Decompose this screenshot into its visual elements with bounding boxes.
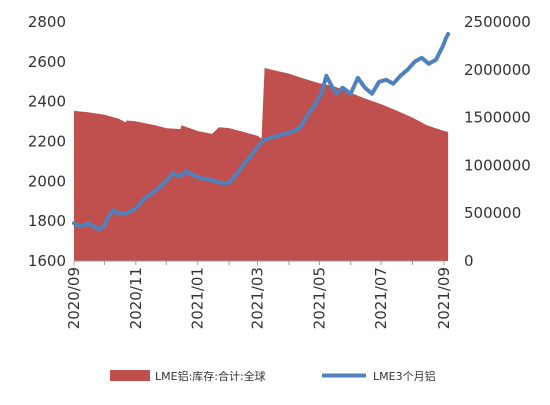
line-layer xyxy=(72,32,451,232)
y-left-tick-label: 2800 xyxy=(28,13,66,31)
y-left-tick-label: 2000 xyxy=(28,172,66,190)
y-right-tick-label: 1000000 xyxy=(464,156,531,174)
y-right-tick-label: 1500000 xyxy=(464,109,531,127)
y-right-tick-label: 2000000 xyxy=(464,61,531,79)
y-left-tick-label: 2200 xyxy=(28,133,66,151)
x-tick-label: 2020/09 xyxy=(65,267,83,329)
y-left-tick-label: 2600 xyxy=(28,53,66,71)
x-tick-label: 2021/01 xyxy=(189,267,207,329)
x-tick-label: 2020/11 xyxy=(127,267,145,329)
legend: LME铝:库存:合计:全球 LME3个月铝 xyxy=(110,369,436,383)
y-right-tick-label: 500000 xyxy=(464,204,521,222)
y-left-tick-label: 1600 xyxy=(28,252,66,270)
x-tick-label: 2021/07 xyxy=(372,267,390,329)
legend-swatch-stock xyxy=(110,370,150,381)
y-right-tick-label: 2500000 xyxy=(464,13,531,31)
y-left-tick-label: 1800 xyxy=(28,212,66,230)
legend-label-stock: LME铝:库存:合计:全球 xyxy=(155,369,266,383)
x-tick-label: 2021/09 xyxy=(435,267,453,329)
line-series-price xyxy=(72,32,451,232)
area-series-stock xyxy=(74,67,449,262)
axes-layer: 1600 1800 2000 2200 2400 2600 2800 0 500000 10000… xyxy=(28,13,531,329)
legend-label-price: LME3个月铝 xyxy=(373,369,436,383)
x-tick-label: 2021/05 xyxy=(310,267,328,329)
y-left-tick-label: 2400 xyxy=(28,93,66,111)
x-tick-label: 2021/03 xyxy=(248,267,266,329)
area-layer xyxy=(74,67,449,262)
y-right-tick-label: 0 xyxy=(464,252,474,270)
